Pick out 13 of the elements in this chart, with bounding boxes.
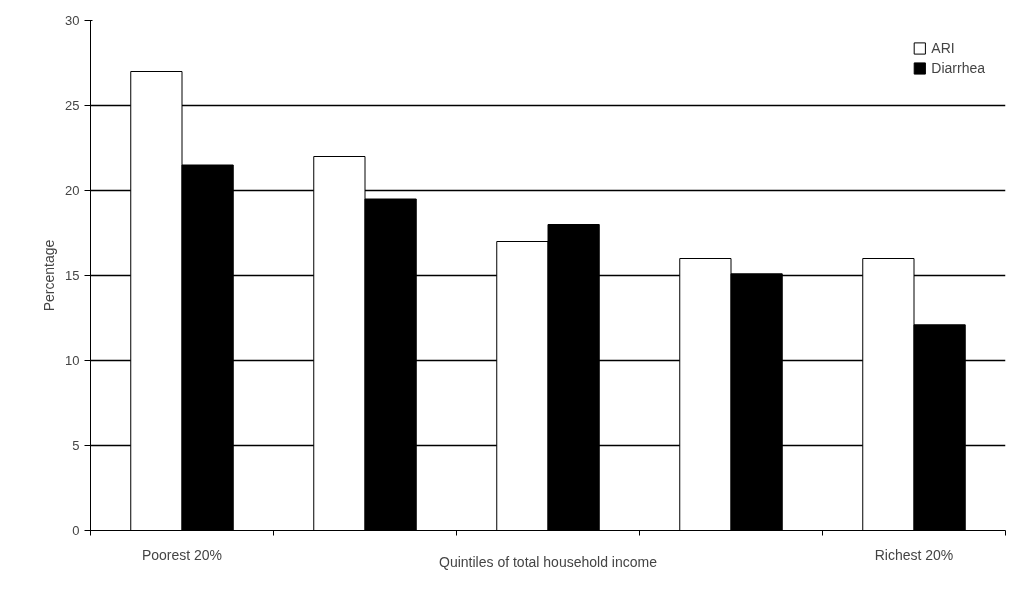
y-tick-label: 30 (65, 13, 80, 28)
legend-label: ARI (931, 40, 955, 56)
x-tick-label: Poorest 20% (141, 546, 223, 563)
legend-label: Diarrhea (931, 60, 985, 76)
y-tick-label: 20 (65, 183, 80, 198)
y-tick-label: 10 (65, 353, 80, 368)
x-tick-label: Richest 20% (874, 546, 954, 563)
y-tick-label: 0 (72, 523, 80, 538)
y-tick-label: 15 (65, 268, 80, 283)
x-axis-title: Quintiles of total household income (439, 553, 658, 570)
y-axis-title: Percentage (41, 239, 58, 312)
y-tick-label: 5 (72, 438, 80, 453)
y-tick-label: 25 (65, 98, 80, 113)
